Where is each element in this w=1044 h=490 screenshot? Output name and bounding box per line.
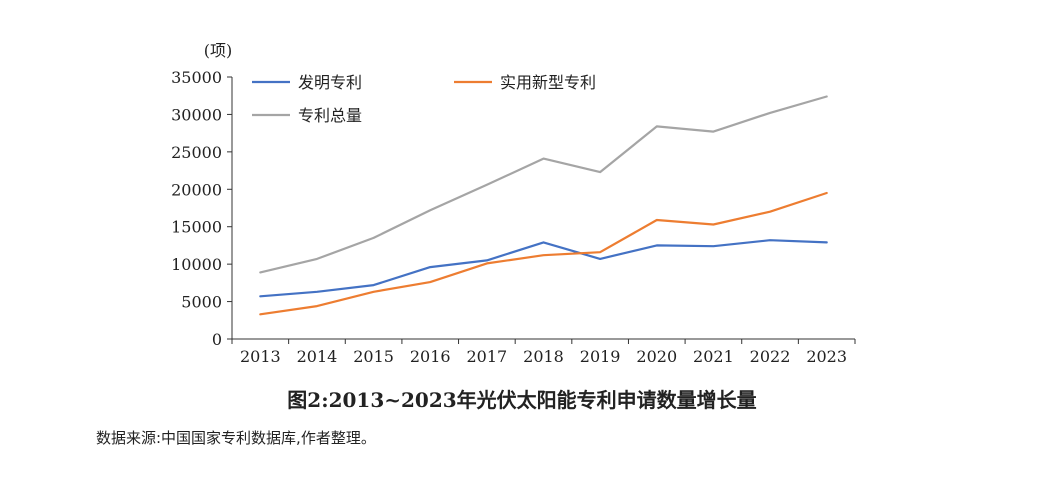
x-tick-label: 2019: [580, 347, 621, 366]
chart-axes: 0 5000 10000 15000 20000 25000 30000 35000 (项) 20…: [171, 41, 856, 366]
y-tick-label: 5000: [181, 293, 222, 312]
x-tick-label: 2016: [410, 347, 451, 366]
y-tick-label: 10000: [171, 255, 222, 274]
source-note: 数据来源:中国国家专利数据库,作者整理。: [96, 429, 376, 447]
legend-label-1: 发明专利: [298, 73, 362, 92]
x-tick-label: 2023: [806, 347, 847, 366]
x-tick-label: 2021: [693, 347, 734, 366]
x-tick-label: 2014: [297, 347, 338, 366]
x-tick-label: 2017: [467, 347, 508, 366]
x-tick-label: 2015: [353, 347, 394, 366]
figure-caption: 图2:2013~2023年光伏太阳能专利申请数量增长量: [287, 388, 757, 412]
x-tick-label: 2020: [636, 347, 677, 366]
y-axis-label: (项): [204, 41, 233, 60]
y-tick-label: 35000: [171, 68, 222, 87]
series-line-3: [259, 95, 828, 274]
y-tick-label: 0: [212, 330, 222, 349]
y-tick-label: 25000: [171, 143, 222, 162]
legend-label-2: 实用新型专利: [500, 73, 596, 92]
y-tick-label: 30000: [171, 105, 222, 124]
line-chart: 0 5000 10000 15000 20000 25000 30000 35000 (项) 20…: [171, 41, 856, 366]
series-line-1: [259, 239, 828, 298]
legend-label-3: 专利总量: [298, 106, 362, 125]
x-tick-label: 2022: [750, 347, 791, 366]
y-tick-label: 20000: [171, 180, 222, 199]
y-tick-label: 15000: [171, 218, 222, 237]
series-line-2: [259, 191, 828, 316]
x-tick-label: 2018: [523, 347, 564, 366]
chart-lines: [259, 95, 828, 316]
x-tick-label: 2013: [240, 347, 281, 366]
